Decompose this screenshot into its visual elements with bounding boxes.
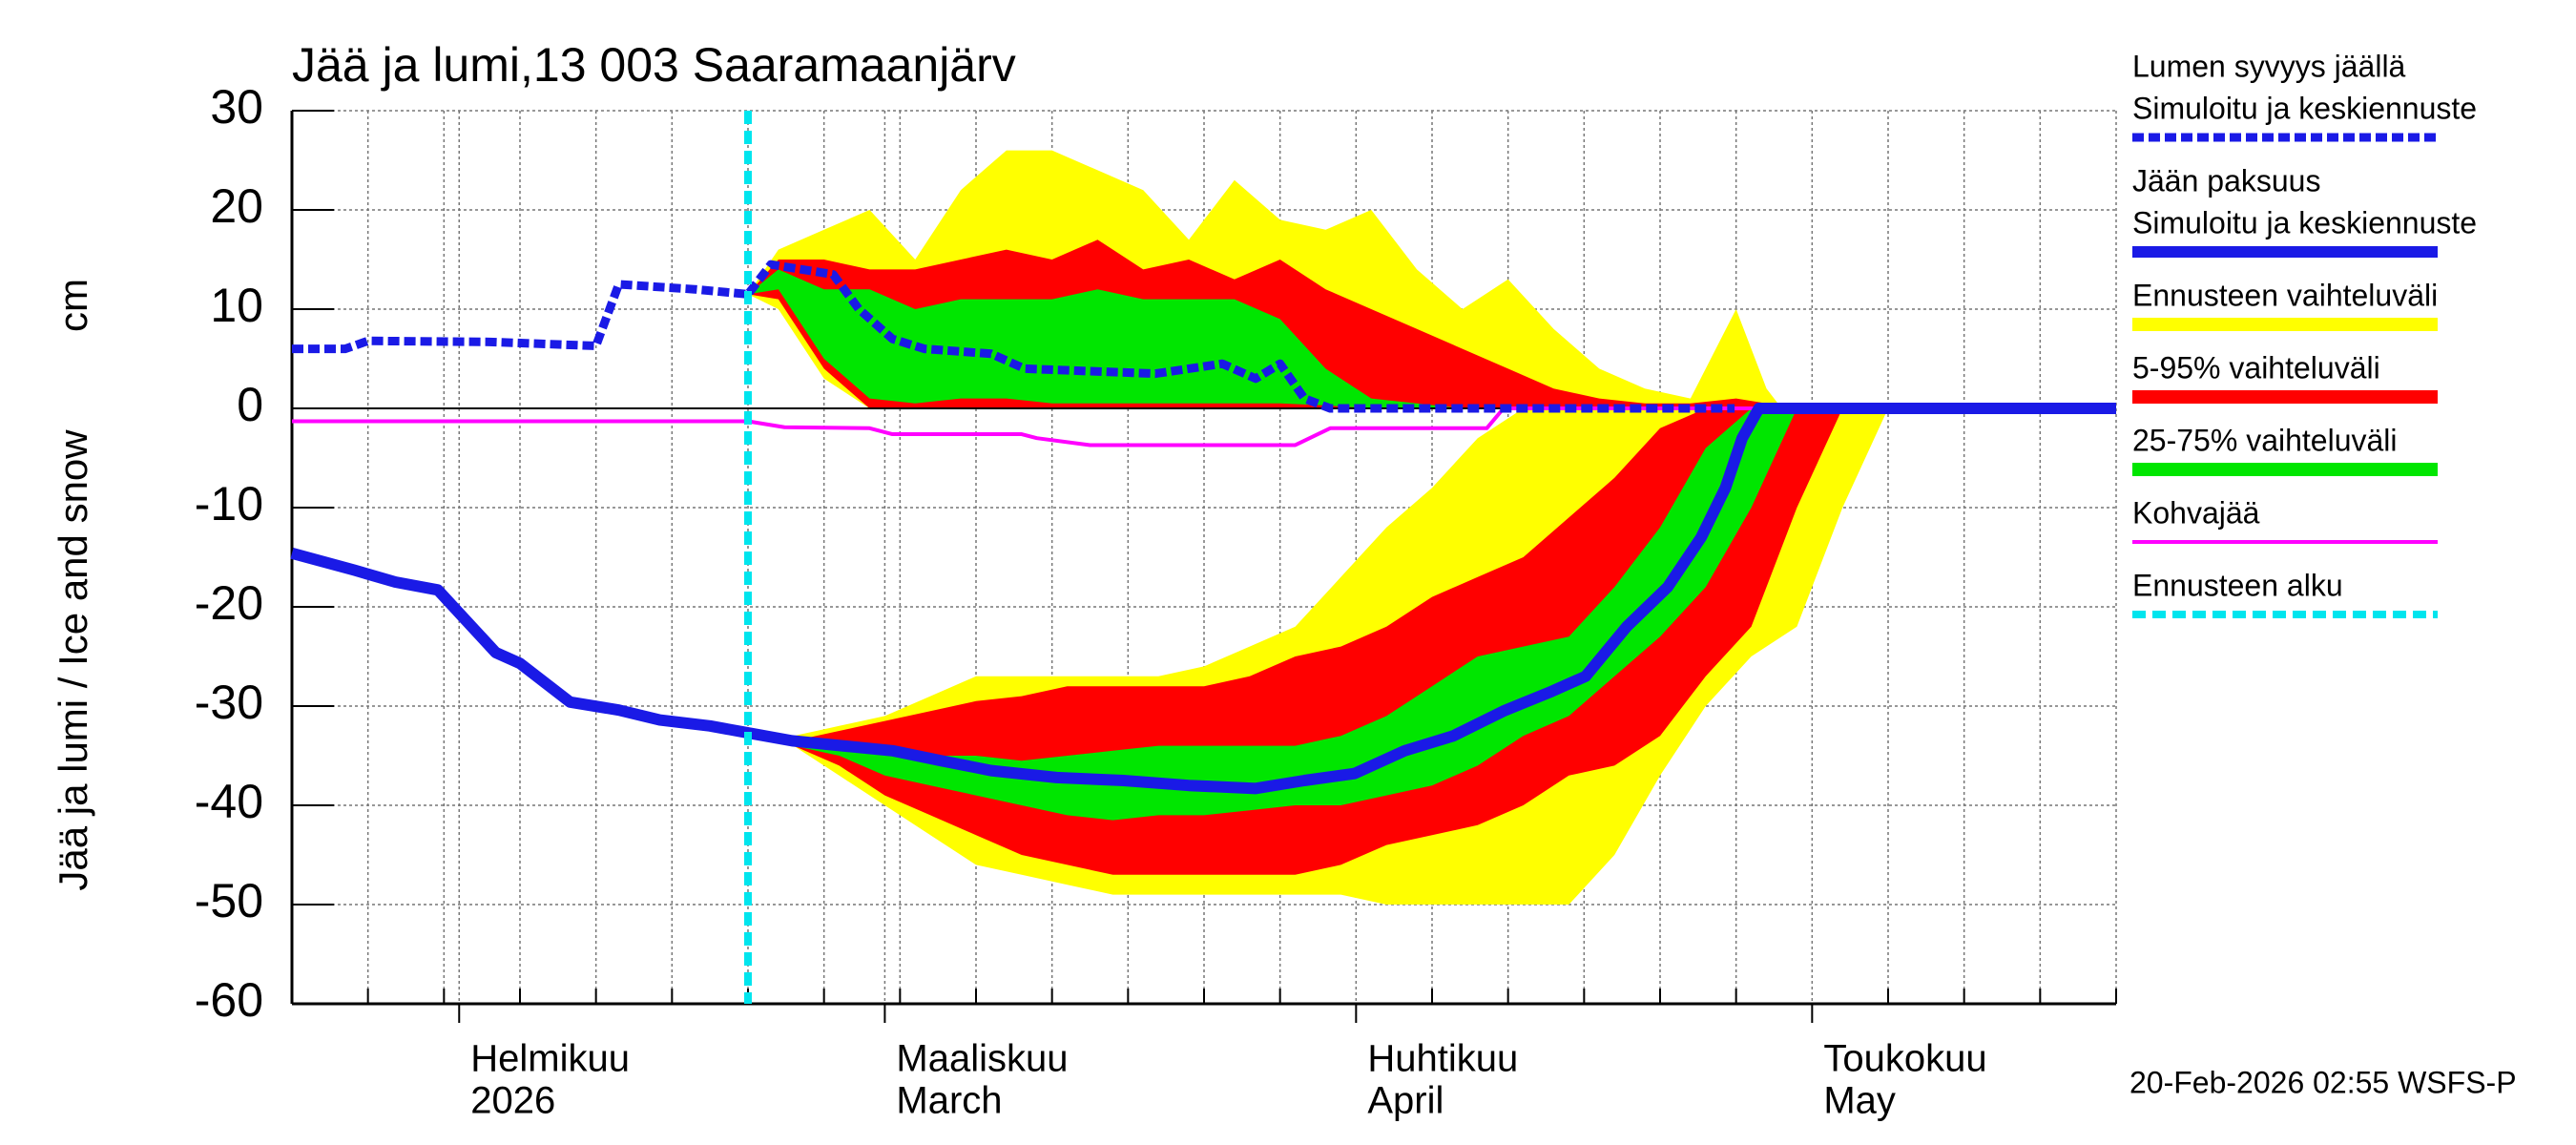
y-tick-label: -30 bbox=[195, 676, 263, 729]
chart-title: Jää ja lumi,13 003 Saaramaanjärv bbox=[292, 38, 1016, 92]
x-tick-label: Helmikuu bbox=[470, 1038, 630, 1080]
y-tick-label: -60 bbox=[195, 973, 263, 1027]
y-axis-label: Jää ja lumi / Ice and snow bbox=[51, 429, 95, 891]
x-tick-label: April bbox=[1367, 1080, 1444, 1122]
y-tick-label: -50 bbox=[195, 874, 263, 927]
y-tick-label: 0 bbox=[237, 378, 263, 431]
band bbox=[748, 408, 1888, 821]
legend-label: 25-75% vaihteluväli bbox=[2132, 423, 2398, 457]
y-tick-label: 10 bbox=[210, 279, 263, 332]
legend-label: Lumen syvyys jäällä bbox=[2132, 49, 2406, 83]
y-tick-label: 30 bbox=[210, 80, 263, 134]
legend-label: Simuloitu ja keskiennuste bbox=[2132, 91, 2477, 125]
x-tick-label: Maaliskuu bbox=[896, 1038, 1068, 1080]
line bbox=[292, 260, 1735, 413]
footer: 20-Feb-2026 02:55 WSFS-P bbox=[2129, 1065, 2517, 1099]
legend-label: Jään paksuus bbox=[2132, 163, 2320, 198]
legend-label: Simuloitu ja keskiennuste bbox=[2132, 205, 2477, 239]
band bbox=[748, 408, 1888, 875]
y-tick-label: 20 bbox=[210, 179, 263, 233]
y-tick-label: -10 bbox=[195, 477, 263, 531]
y-tick-label: -40 bbox=[195, 775, 263, 828]
line bbox=[292, 406, 2116, 448]
band bbox=[748, 269, 1782, 408]
y-axis-unit: cm bbox=[51, 279, 95, 332]
legend-label: Kohvajää bbox=[2132, 495, 2260, 530]
line bbox=[290, 403, 2116, 795]
legend-label: 5-95% vaihteluväli bbox=[2132, 350, 2380, 385]
x-tick-label: Huhtikuu bbox=[1367, 1038, 1518, 1080]
x-tick-label: Toukokuu bbox=[1823, 1038, 1986, 1080]
legend-label: Ennusteen alku bbox=[2132, 568, 2343, 602]
x-tick-label: 2026 bbox=[470, 1080, 555, 1122]
x-tick-label: May bbox=[1823, 1080, 1896, 1122]
x-tick-label: March bbox=[896, 1080, 1002, 1122]
legend-label: Ennusteen vaihteluväli bbox=[2132, 278, 2438, 312]
y-tick-label: -20 bbox=[195, 576, 263, 630]
